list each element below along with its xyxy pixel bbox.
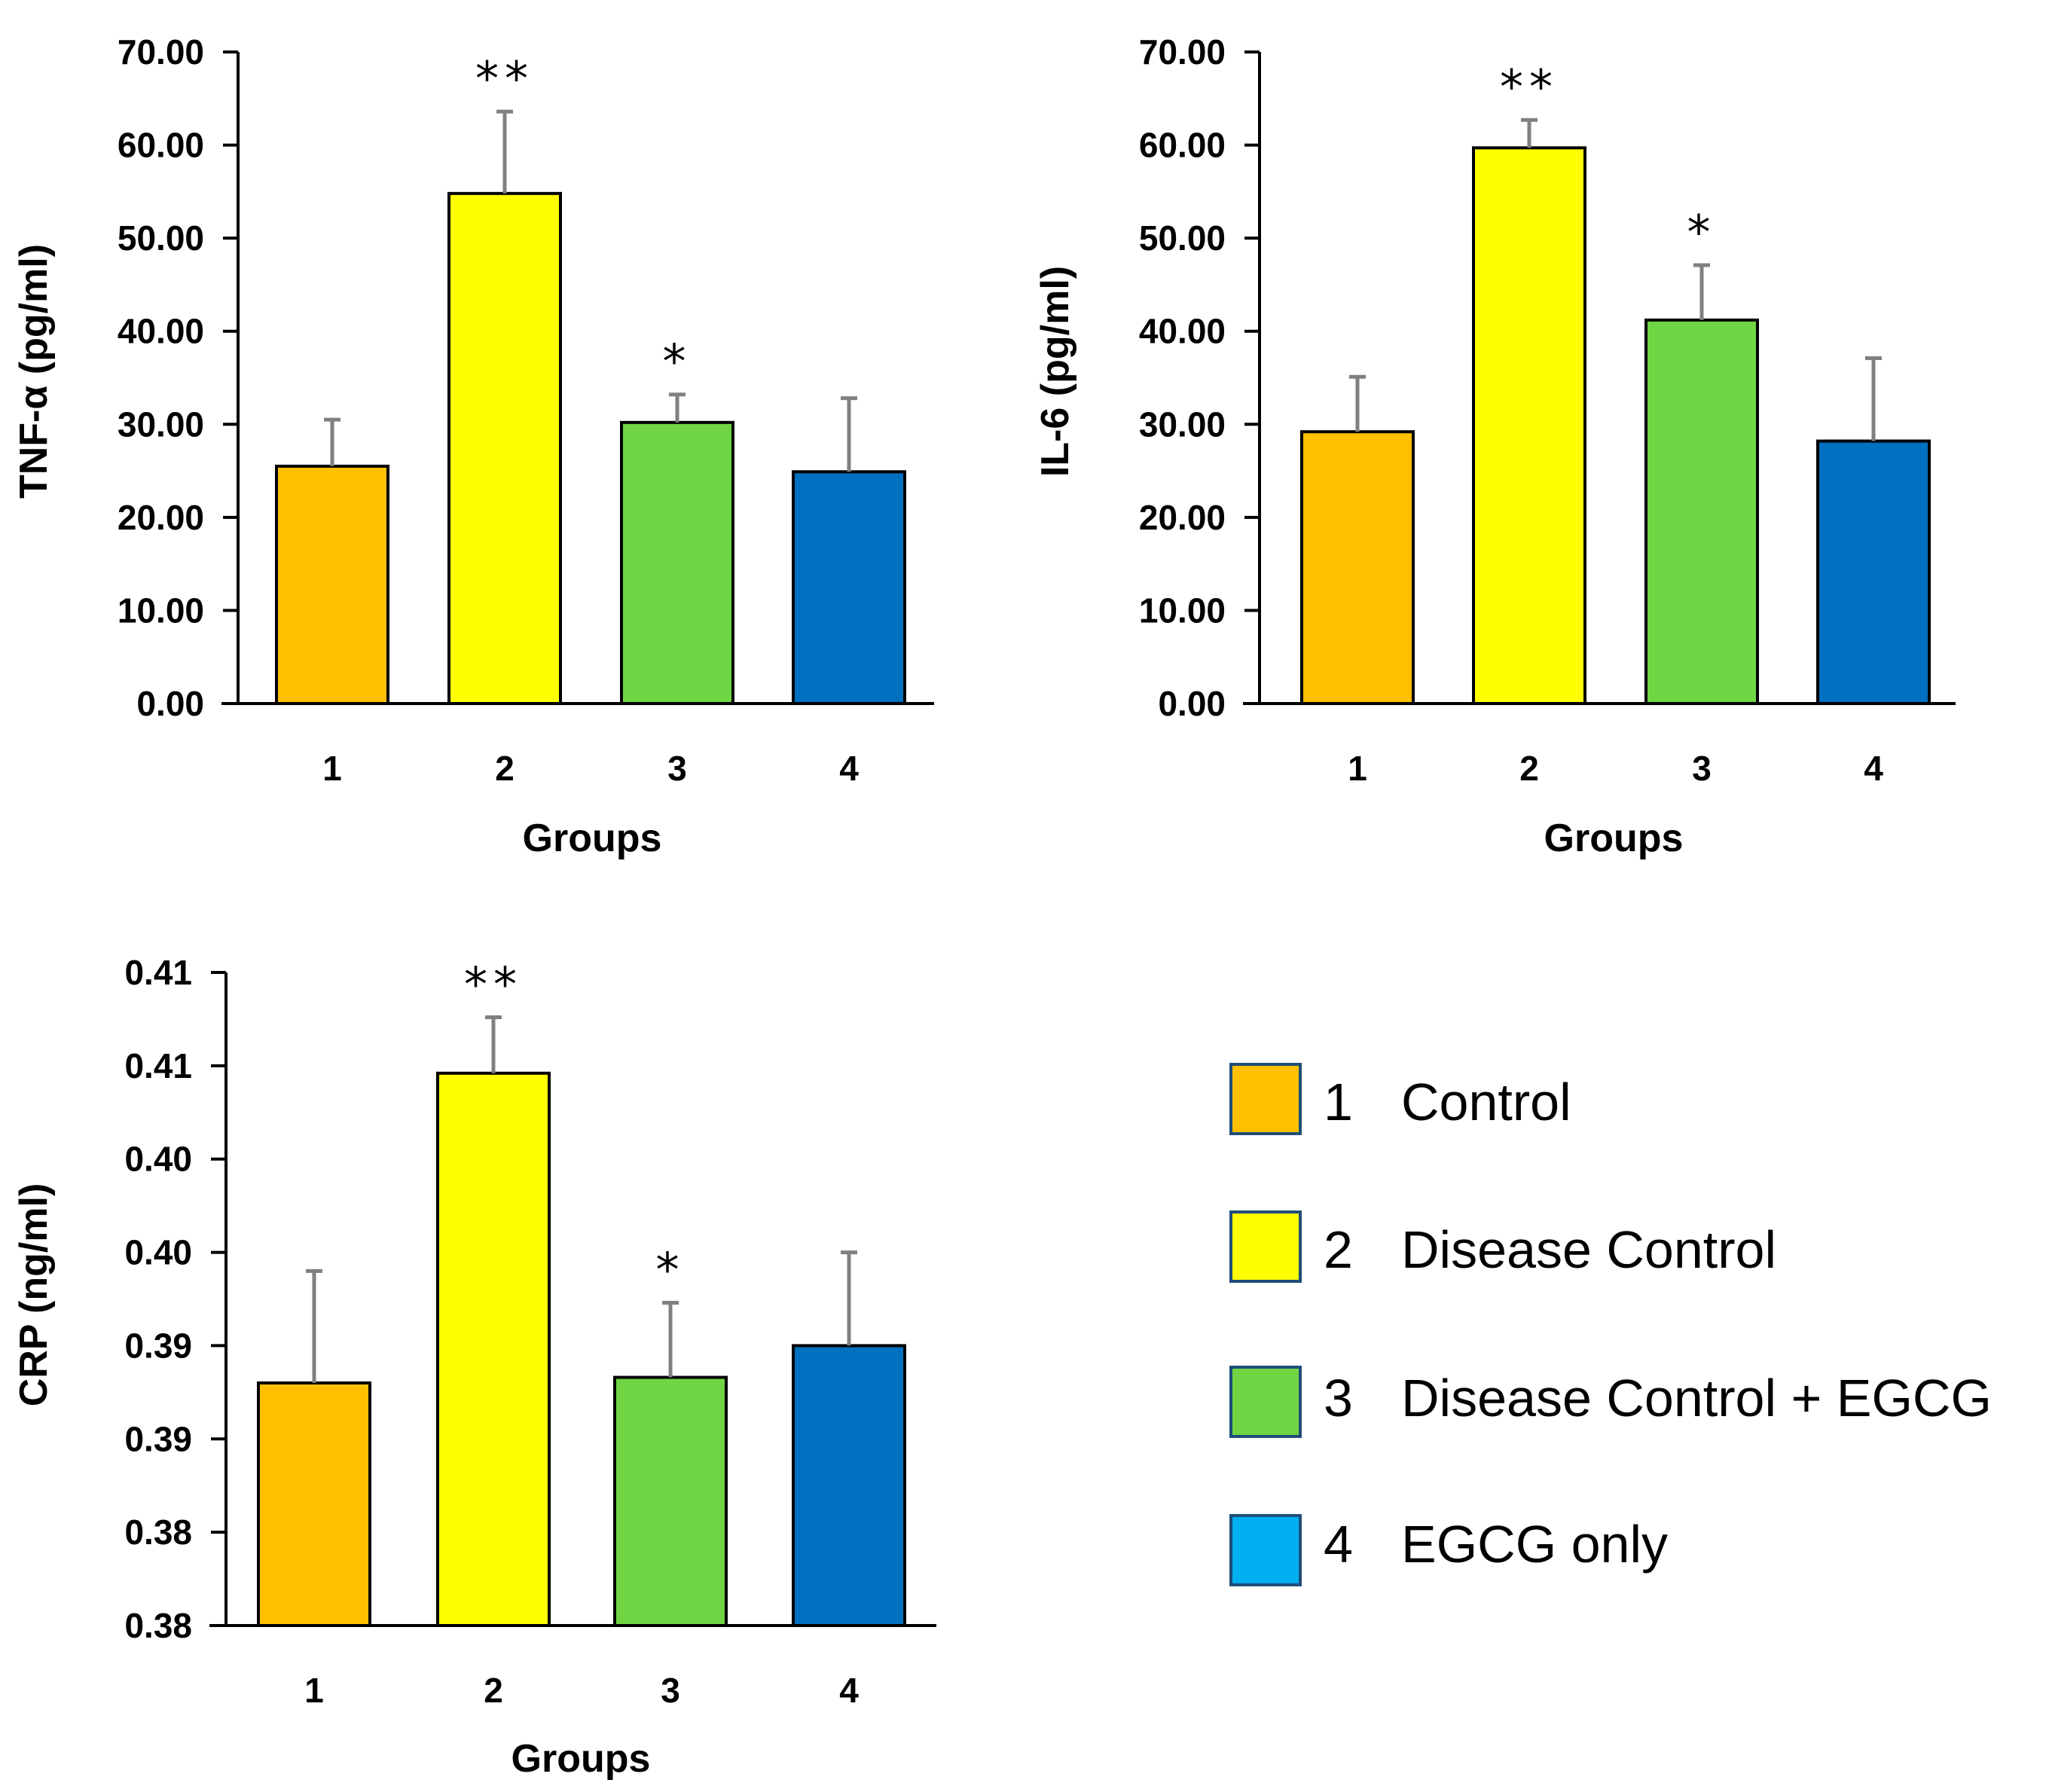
y-axis-label: IL-6 (pg/ml) <box>1034 266 1077 477</box>
legend-number-3: 3 <box>1324 1369 1353 1427</box>
y-tick-label: 0.00 <box>136 684 204 723</box>
legend-item-1: 1 Control <box>1229 1063 1571 1135</box>
x-tick-label: 4 <box>839 749 859 788</box>
y-tick-label: 40.00 <box>1139 312 1226 351</box>
x-tick-label: 1 <box>1348 749 1367 788</box>
x-tick-label: 3 <box>667 749 687 788</box>
legend-swatch-1 <box>1229 1063 1302 1135</box>
legend-swatch-4 <box>1229 1514 1302 1586</box>
legend-label-2: Disease Control <box>1401 1220 1776 1279</box>
y-tick-label: 0.38 <box>124 1513 192 1552</box>
x-tick-label: 3 <box>661 1671 680 1710</box>
bar-group-1 <box>275 464 389 706</box>
legend-item-2: 2 Disease Control <box>1229 1210 1776 1283</box>
significance-marker: * <box>663 334 692 389</box>
bar-group-2 <box>1472 146 1586 705</box>
y-tick-label: 20.00 <box>1139 498 1226 537</box>
legend-swatch-3 <box>1229 1366 1302 1438</box>
x-tick-label: 4 <box>1864 749 1883 788</box>
x-tick-label: 1 <box>304 1671 324 1710</box>
significance-marker: ** <box>475 51 534 106</box>
y-tick-label: 0.41 <box>124 953 192 992</box>
y-tick-label: 20.00 <box>118 498 204 537</box>
y-tick-label: 0.39 <box>124 1326 192 1365</box>
y-tick-label: 50.00 <box>1139 218 1226 258</box>
x-tick-label: 1 <box>322 749 342 788</box>
y-tick-label: 0.41 <box>124 1046 192 1085</box>
bar-group-4 <box>792 1344 906 1628</box>
bar-group-2 <box>436 1071 551 1628</box>
bar-group-4 <box>1816 439 1931 705</box>
y-tick-label: 60.00 <box>118 126 204 165</box>
y-tick-label: 70.00 <box>118 32 204 72</box>
y-axis-label: CRP (ng/ml) <box>12 1183 56 1407</box>
significance-marker: ** <box>464 957 523 1012</box>
y-axis-label: TNF-α (pg/ml) <box>12 244 56 499</box>
x-tick-label: 2 <box>1519 749 1539 788</box>
y-tick-label: 0.40 <box>124 1140 192 1179</box>
x-tick-label: 2 <box>495 749 515 788</box>
legend-item-3: 3 Disease Control + EGCG <box>1229 1366 1992 1438</box>
y-tick-label: 0.38 <box>124 1606 192 1645</box>
legend-label-4: EGCG only <box>1401 1515 1668 1574</box>
x-tick-label: 4 <box>839 1671 859 1710</box>
bar-group-3 <box>620 420 734 705</box>
bar-group-3 <box>613 1375 728 1628</box>
significance-marker: * <box>1687 205 1717 260</box>
crp-chart: CRP (ng/ml) Groups 1 ** 2 * 3 4 0.38 0.38 0.39 0.… <box>12 953 936 1781</box>
legend-swatch-2 <box>1229 1210 1302 1283</box>
x-tick-label: 3 <box>1692 749 1712 788</box>
x-axis-label: Groups <box>1544 817 1684 860</box>
x-axis-label: Groups <box>512 1737 651 1781</box>
y-tick-label: 50.00 <box>118 218 204 258</box>
significance-marker: ** <box>1500 60 1559 114</box>
y-tick-label: 70.00 <box>1139 32 1226 72</box>
il-6-chart: IL-6 (pg/ml) Groups 1**2*3 40.0010.0020.0… <box>1034 32 1956 860</box>
y-tick-label: 0.40 <box>124 1233 192 1272</box>
legend-label-3: Disease Control + EGCG <box>1401 1369 1992 1427</box>
bar-group-1 <box>1300 430 1415 706</box>
y-tick-label: 10.00 <box>118 591 204 630</box>
y-tick-label: 0.00 <box>1158 684 1226 723</box>
y-tick-label: 30.00 <box>1139 404 1226 444</box>
y-tick-label: 0.39 <box>124 1419 192 1458</box>
bar-group-4 <box>792 470 906 705</box>
x-tick-label: 2 <box>484 1671 503 1710</box>
bar-group-1 <box>257 1381 371 1627</box>
legend-number-1: 1 <box>1324 1073 1353 1131</box>
y-tick-label: 10.00 <box>1139 591 1226 630</box>
legend: 1 Control 2 Disease Control 3 Disease Co… <box>1229 1063 1992 1586</box>
bar-group-3 <box>1644 318 1759 705</box>
y-tick-label: 30.00 <box>118 404 204 444</box>
legend-item-4: 4 EGCG only <box>1229 1514 1668 1586</box>
tnf-alpha-chart: TNF-α (pg/ml) Groups 1**2*3 40.0010.0020.… <box>12 32 934 860</box>
significance-marker: * <box>656 1242 686 1297</box>
legend-label-1: Control <box>1401 1073 1571 1131</box>
legend-number-4: 4 <box>1324 1515 1353 1574</box>
y-tick-label: 40.00 <box>118 312 204 351</box>
legend-number-2: 2 <box>1324 1220 1353 1279</box>
bar-group-2 <box>447 191 562 706</box>
y-tick-label: 60.00 <box>1139 126 1226 165</box>
x-axis-label: Groups <box>523 817 662 860</box>
